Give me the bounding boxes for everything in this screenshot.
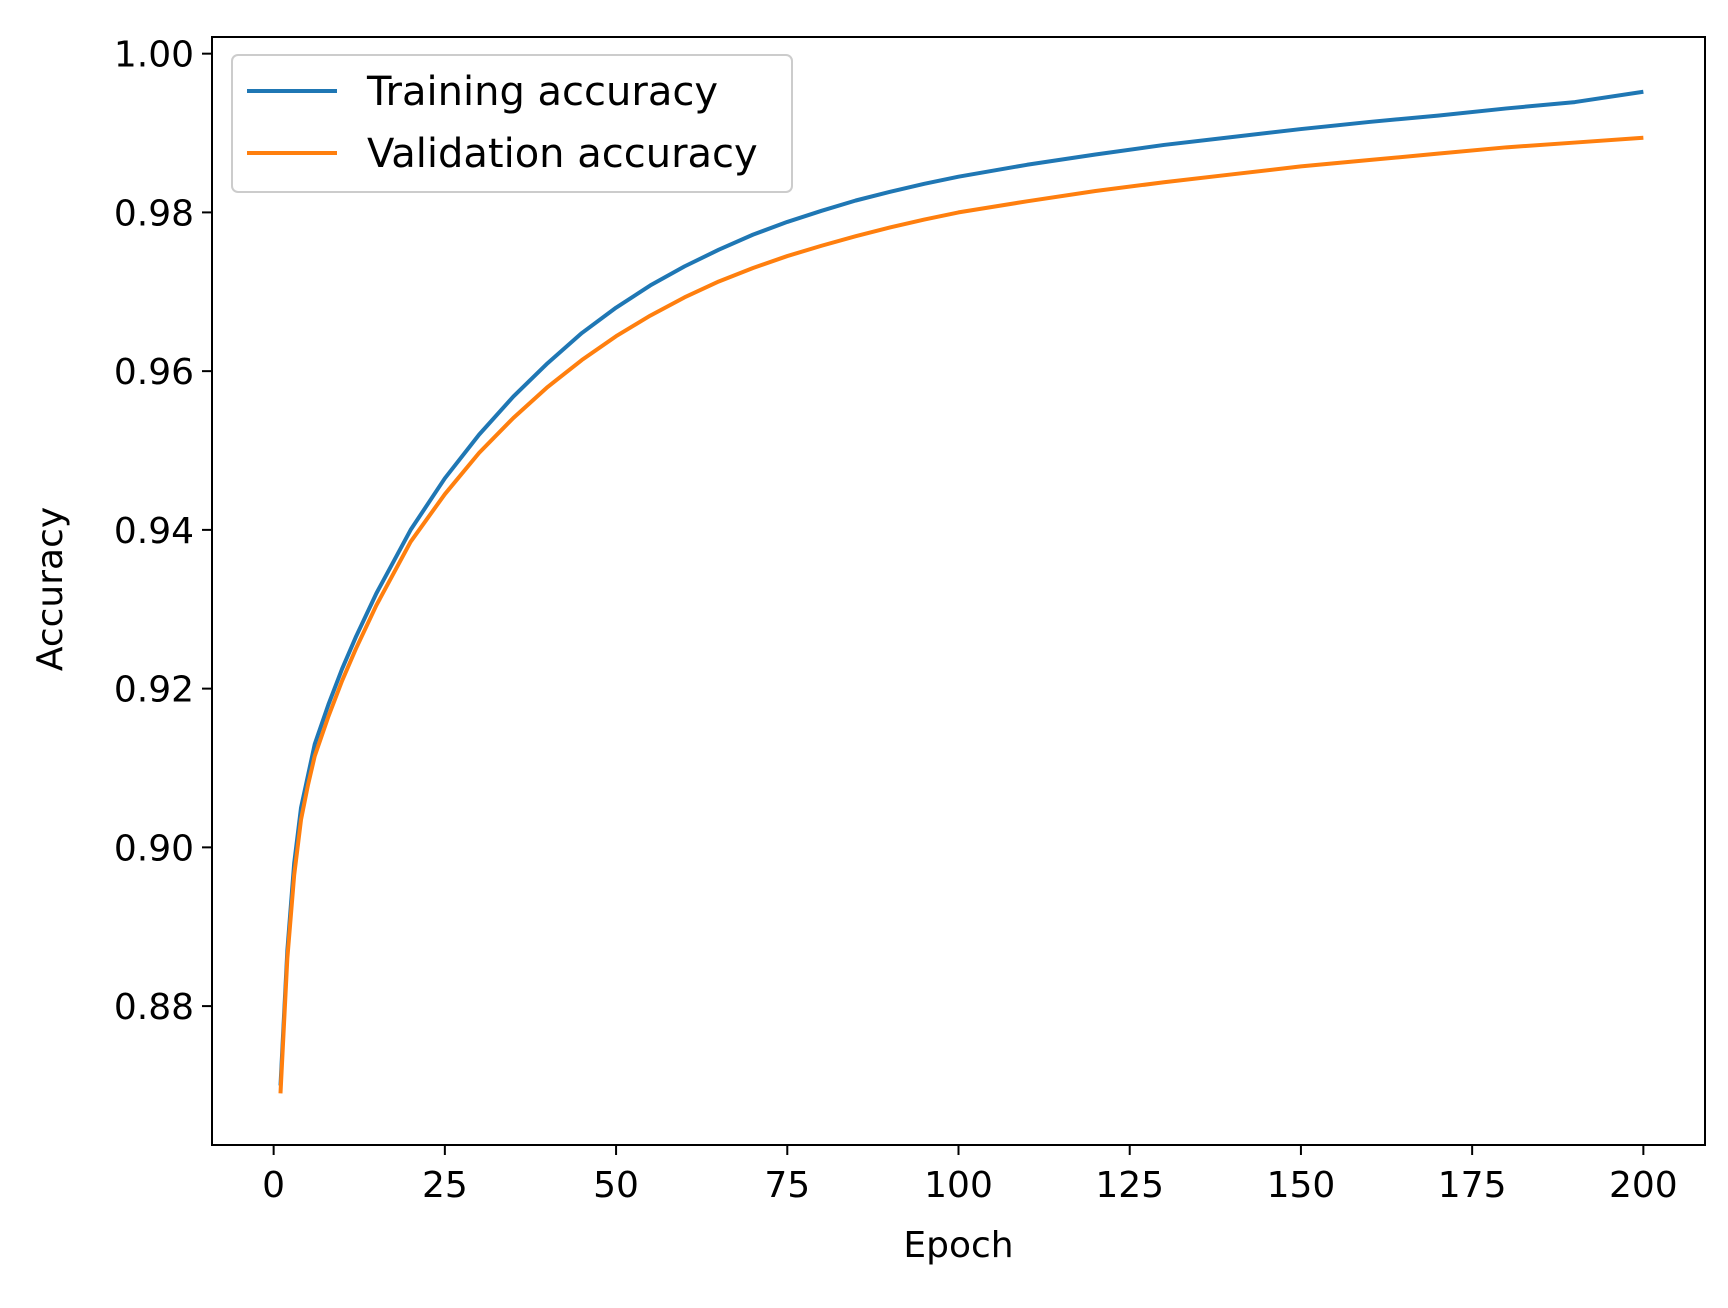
- plot-area-frame: [211, 36, 1706, 1146]
- x-tick-label: 150: [1267, 1165, 1336, 1206]
- y-tick-label: 0.94: [114, 511, 194, 552]
- x-tick-label: 25: [422, 1165, 468, 1206]
- x-tick-label: 50: [593, 1165, 639, 1206]
- x-tick-label: 175: [1438, 1165, 1507, 1206]
- legend: Training accuracy Validation accuracy: [231, 54, 793, 193]
- legend-label-validation: Validation accuracy: [367, 131, 758, 177]
- legend-box: [231, 54, 793, 193]
- y-axis-label: Accuracy: [30, 507, 71, 671]
- x-tick-label: 75: [764, 1165, 810, 1206]
- x-tick-label: 100: [924, 1165, 993, 1206]
- y-tick-label: 0.90: [114, 828, 194, 869]
- x-tick-label: 125: [1095, 1165, 1164, 1206]
- x-tick-label: 0: [262, 1165, 285, 1206]
- y-tick-label: 0.88: [114, 987, 194, 1028]
- legend-label-training: Training accuracy: [366, 69, 718, 115]
- y-tick-label: 0.98: [114, 193, 194, 234]
- y-tick-label: 1.00: [114, 35, 194, 76]
- x-axis-ticks: 0 25 50 75 100 125 150 175 200: [262, 1145, 1678, 1206]
- training-accuracy-line: [278, 89, 1644, 1086]
- y-tick-label: 0.96: [114, 352, 194, 393]
- validation-accuracy-line: [278, 135, 1644, 1094]
- series-lines: [278, 89, 1644, 1094]
- x-axis-label: Epoch: [903, 1225, 1013, 1266]
- y-axis-ticks: 0.88 0.90 0.92 0.94 0.96 0.98 1.00: [114, 35, 212, 1028]
- x-tick-label: 200: [1609, 1165, 1678, 1206]
- y-tick-label: 0.92: [114, 670, 194, 711]
